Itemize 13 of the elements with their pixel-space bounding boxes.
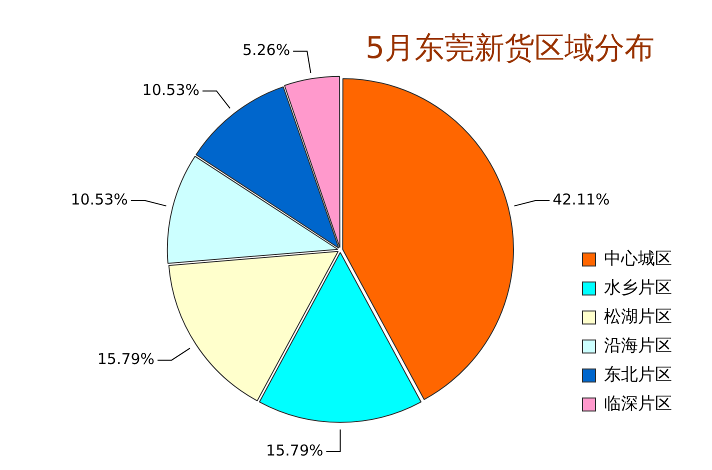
data-label: 15.79% xyxy=(266,441,324,460)
data-label: 42.11% xyxy=(552,190,610,208)
chart-title: 5月东莞新货区域分布 xyxy=(364,30,656,68)
data-label: 10.53% xyxy=(70,190,128,208)
legend-label: 临深片区 xyxy=(604,394,672,414)
data-label: 10.53% xyxy=(142,80,200,99)
legend-label: 沿海片区 xyxy=(604,336,672,356)
data-label: 15.79% xyxy=(97,350,155,368)
legend-label: 松湖片区 xyxy=(604,306,672,327)
data-label: 5.26% xyxy=(242,41,290,60)
legend-label: 水乡片区 xyxy=(604,278,672,298)
legend-label: 东北片区 xyxy=(604,364,672,385)
legend-label: 中心城区 xyxy=(604,248,672,269)
